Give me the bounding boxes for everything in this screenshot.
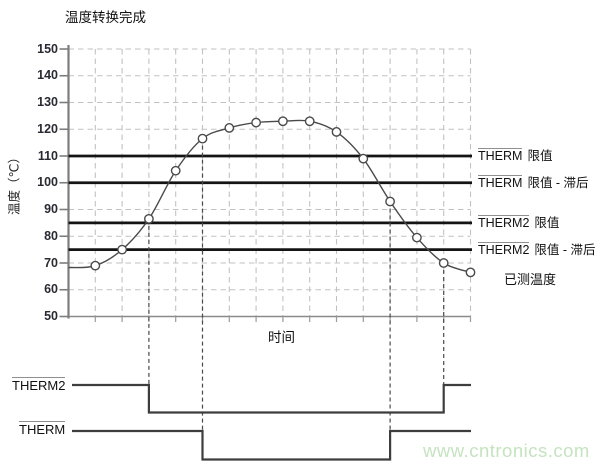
sample-marker <box>277 116 288 127</box>
therm2-name: THERM2 <box>478 242 530 257</box>
therm2-signal-label: THERM2 <box>12 377 66 393</box>
sample-marker <box>224 123 235 133</box>
therm-hysteresis-suffix: 限值 - 滞后 <box>527 176 589 190</box>
therm2-limit-suffix: 限值 <box>534 216 560 230</box>
therm-hysteresis-label: THERM 限值 - 滞后 <box>478 175 589 191</box>
sample-marker <box>331 127 342 137</box>
y-tick-label: 80 <box>44 228 58 243</box>
y-tick-label: 150 <box>37 41 58 56</box>
sample-marker <box>143 213 154 224</box>
sample-marker <box>90 260 101 271</box>
y-tick-label: 120 <box>37 121 58 136</box>
therm-signal-trace <box>72 429 471 461</box>
sample-marker <box>304 116 315 127</box>
therm-name: THERM <box>478 148 523 163</box>
x-axis-label: 时间 <box>268 330 295 345</box>
temperature-curve <box>68 119 471 274</box>
therm-limit-suffix: 限值 <box>527 149 553 163</box>
watermark: www.cntronics.com <box>423 440 590 461</box>
measured-temperature-label: 已测温度 <box>504 272 557 287</box>
sample-marker <box>117 244 128 255</box>
therm2-limit-label: THERM2 限值 <box>478 215 559 231</box>
sample-marker <box>465 267 476 278</box>
sample-marker <box>411 232 422 243</box>
sample-marker <box>170 165 181 176</box>
sample-marker <box>385 196 395 207</box>
therm2-signal-trace <box>72 383 471 414</box>
y-tick-label: 70 <box>44 255 58 270</box>
therm2-hysteresis-suffix: 限值 - 滞后 <box>534 243 596 257</box>
therm-limit-label: THERM 限值 <box>478 148 552 164</box>
sample-marker <box>197 133 208 144</box>
chart-title: 温度转换完成 <box>65 10 146 25</box>
sample-marker <box>251 117 262 128</box>
y-tick-label: 140 <box>37 68 58 83</box>
therm-signal-label: THERM <box>19 421 66 437</box>
therm2-name: THERM2 <box>478 215 530 230</box>
y-tick-label: 90 <box>44 202 58 216</box>
sample-marker <box>358 153 369 164</box>
y-tick-label: 130 <box>37 95 58 109</box>
y-tick-label: 110 <box>37 148 58 163</box>
sample-marker <box>438 258 449 268</box>
y-tick-label: 60 <box>44 282 58 297</box>
y-tick-label: 50 <box>44 309 58 323</box>
y-tick-label: 100 <box>37 175 58 190</box>
therm2-hysteresis-label: THERM2 限值 - 滞后 <box>478 242 596 258</box>
therm-name: THERM <box>478 175 523 190</box>
